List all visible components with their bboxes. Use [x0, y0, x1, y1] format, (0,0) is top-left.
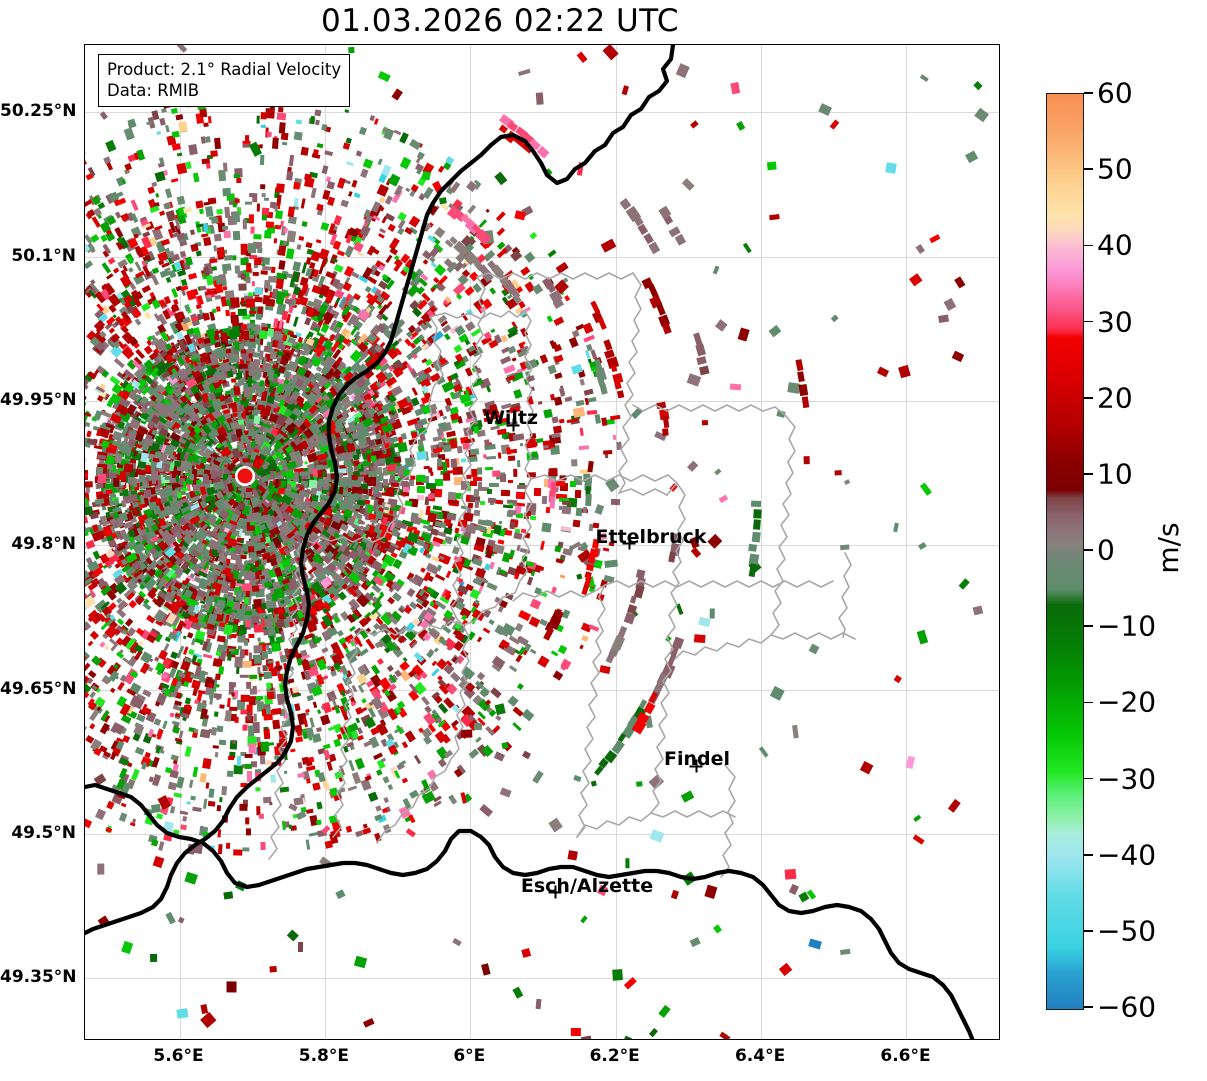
gridline-horizontal	[85, 112, 999, 114]
gridline-horizontal	[85, 834, 999, 836]
gridline-horizontal	[85, 978, 999, 980]
map-plot-area: Wiltz Ettelbruck Findel Esch/Alzette Produc…	[84, 44, 1000, 1040]
gridline-vertical	[906, 45, 908, 1039]
gridline-horizontal	[85, 256, 999, 258]
gridline-vertical	[470, 45, 472, 1039]
page-title: 01.03.2026 02:22 UTC	[321, 3, 679, 39]
map-canvas: Wiltz Ettelbruck Findel Esch/Alzette Produc…	[85, 45, 999, 1039]
gridline-horizontal	[85, 689, 999, 691]
gridline-vertical	[761, 45, 763, 1039]
gridline-vertical	[615, 45, 617, 1039]
